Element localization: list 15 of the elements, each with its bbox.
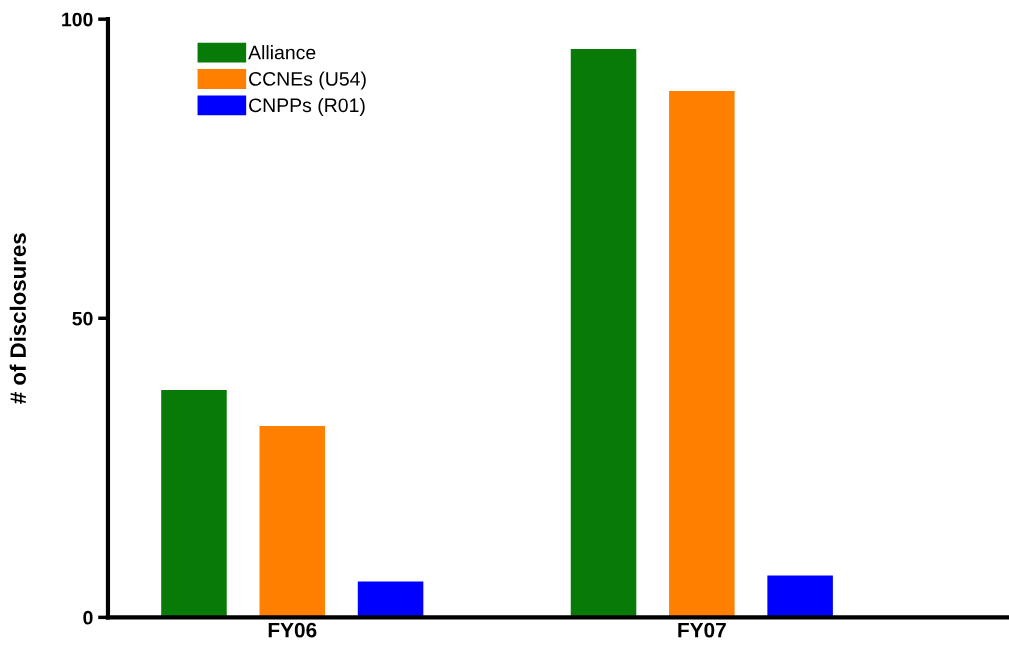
legend-label: CCNEs (U54) bbox=[249, 71, 366, 90]
x-tick-label: FY07 bbox=[678, 622, 726, 638]
bar bbox=[357, 581, 424, 618]
bar bbox=[767, 575, 833, 618]
y-tick-label: 100 bbox=[62, 12, 93, 27]
x-tick-label: FY06 bbox=[268, 622, 317, 638]
legend-label: CNPPs (R01) bbox=[249, 97, 365, 116]
bar bbox=[259, 425, 326, 618]
y-axis-title: # of Disclosures bbox=[9, 233, 26, 404]
bar bbox=[669, 90, 735, 618]
bar bbox=[570, 49, 637, 618]
legend-label: Alliance bbox=[248, 45, 316, 60]
y-tick-label: 50 bbox=[72, 311, 93, 326]
y-tick-label: 0 bbox=[83, 610, 93, 625]
bar bbox=[161, 390, 227, 618]
